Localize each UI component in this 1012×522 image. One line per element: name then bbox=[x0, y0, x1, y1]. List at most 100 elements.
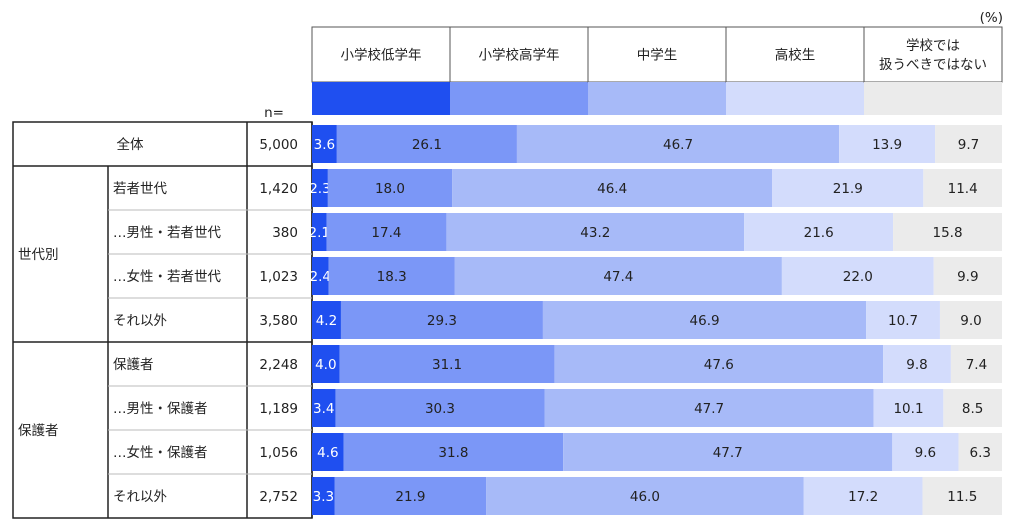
bar-segment bbox=[958, 433, 1002, 471]
legend-cell-3 bbox=[725, 26, 865, 83]
bar-value-label: 22.0 bbox=[843, 269, 873, 285]
row-label: …女性・保護者 bbox=[113, 444, 208, 461]
bar-value-label: 15.8 bbox=[933, 225, 963, 241]
legend-label-1: 小学校高学年 bbox=[479, 47, 560, 64]
bar-segment bbox=[327, 169, 453, 207]
legend-swatch-4 bbox=[864, 82, 1002, 115]
row-n: 3,580 bbox=[259, 313, 298, 329]
legend-cell-1 bbox=[449, 26, 589, 83]
bar-segment bbox=[950, 345, 1002, 383]
bar-segment bbox=[452, 169, 773, 207]
bar-value-label: 9.7 bbox=[958, 137, 979, 153]
bar-segment bbox=[544, 389, 874, 427]
legend-swatch-3 bbox=[726, 82, 864, 115]
row-label: それ以外 bbox=[113, 313, 167, 329]
n-header: n= bbox=[264, 105, 284, 121]
bar-value-label: 2.1 bbox=[308, 225, 329, 241]
bar-segment bbox=[542, 301, 867, 339]
legend-swatch-2 bbox=[588, 82, 726, 115]
bar-segment bbox=[563, 433, 893, 471]
bar-value-label: 46.4 bbox=[597, 181, 627, 197]
bar-value-label: 21.9 bbox=[833, 181, 863, 197]
row-label: 全体 bbox=[117, 136, 144, 153]
bar-value-label: 11.4 bbox=[948, 181, 978, 197]
bar-segment bbox=[933, 257, 1002, 295]
bar-segment bbox=[873, 389, 944, 427]
bar-value-label: 3.3 bbox=[313, 489, 334, 505]
group-label: 保護者 bbox=[18, 423, 59, 439]
legend-label-4: 学校では扱うべきではない bbox=[879, 37, 987, 73]
bar-segment bbox=[339, 345, 555, 383]
legend-cell-4 bbox=[863, 26, 1003, 83]
bar-value-label: 46.0 bbox=[630, 489, 660, 505]
bar-value-label: 17.2 bbox=[848, 489, 878, 505]
bar-value-label: 31.8 bbox=[438, 445, 468, 461]
bar-value-label: 10.1 bbox=[893, 401, 923, 417]
bar-value-label: 3.6 bbox=[314, 137, 335, 153]
legend-swatch-0 bbox=[312, 82, 450, 115]
unit-label: (%) bbox=[980, 10, 1003, 26]
group-label: 世代別 bbox=[18, 247, 59, 263]
bar-segment bbox=[312, 389, 336, 427]
bar-value-label: 9.9 bbox=[957, 269, 978, 285]
bar-value-label: 21.6 bbox=[804, 225, 834, 241]
bar-value-label: 30.3 bbox=[425, 401, 455, 417]
bar-value-label: 4.6 bbox=[317, 445, 338, 461]
bar-segment bbox=[486, 477, 804, 515]
bar-value-label: 47.7 bbox=[713, 445, 743, 461]
bars-area: 3.6 26.1 46.7 13.9 9.7 2.3 18.0 46.4 21.9 11.4 2.1… bbox=[308, 125, 1002, 515]
bar-segment bbox=[866, 301, 940, 339]
bar-segment bbox=[340, 301, 543, 339]
bar-value-label: 7.4 bbox=[966, 357, 987, 373]
bar-value-label: 2.4 bbox=[310, 269, 331, 285]
bar-value-label: 26.1 bbox=[412, 137, 442, 153]
bar-segment bbox=[454, 257, 782, 295]
bar-segment bbox=[781, 257, 934, 295]
row-n: 1,420 bbox=[259, 181, 298, 197]
bar-value-label: 9.6 bbox=[915, 445, 936, 461]
bar-segment bbox=[312, 477, 335, 515]
legend-swatch-1 bbox=[450, 82, 588, 115]
bar-value-label: 10.7 bbox=[888, 313, 918, 329]
bar-value-label: 8.5 bbox=[962, 401, 983, 417]
row-n: 380 bbox=[272, 225, 298, 241]
bar-value-label: 2.3 bbox=[309, 181, 330, 197]
bar-segment bbox=[883, 345, 951, 383]
bar-segment bbox=[312, 433, 344, 471]
bar-segment bbox=[939, 301, 1002, 339]
bar-segment bbox=[334, 477, 487, 515]
bar-value-label: 46.9 bbox=[690, 313, 720, 329]
bar-value-label: 9.8 bbox=[906, 357, 927, 373]
bar-segment bbox=[893, 213, 1002, 251]
bar-value-label: 4.2 bbox=[316, 313, 337, 329]
bar-value-label: 18.3 bbox=[377, 269, 407, 285]
row-label: …男性・若者世代 bbox=[113, 225, 221, 241]
bar-value-label: 47.4 bbox=[603, 269, 633, 285]
legend-label-2: 中学生 bbox=[637, 48, 678, 64]
bar-segment bbox=[803, 477, 923, 515]
bar-value-label: 29.3 bbox=[427, 313, 457, 329]
bar-segment bbox=[935, 125, 1002, 163]
bar-segment bbox=[326, 213, 447, 251]
bar-value-label: 17.4 bbox=[371, 225, 401, 241]
row-n: 5,000 bbox=[259, 137, 298, 153]
legend-label-0: 小学校低学年 bbox=[341, 47, 422, 64]
row-label: 保護者 bbox=[113, 357, 154, 373]
bar-value-label: 13.9 bbox=[872, 137, 902, 153]
bar-value-label: 47.7 bbox=[694, 401, 724, 417]
bar-value-label: 4.0 bbox=[315, 357, 336, 373]
row-label: 若者世代 bbox=[113, 181, 167, 197]
bar-segment bbox=[554, 345, 884, 383]
bar-value-label: 9.0 bbox=[960, 313, 981, 329]
legend-cell-2 bbox=[587, 26, 727, 83]
row-label: …女性・若者世代 bbox=[113, 268, 221, 285]
bar-segment bbox=[312, 301, 341, 339]
bar-value-label: 46.7 bbox=[663, 137, 693, 153]
row-n: 1,189 bbox=[259, 401, 298, 417]
bar-segment bbox=[343, 433, 564, 471]
row-n: 2,752 bbox=[259, 489, 298, 505]
bar-segment bbox=[923, 169, 1002, 207]
row-n: 1,056 bbox=[259, 445, 298, 461]
